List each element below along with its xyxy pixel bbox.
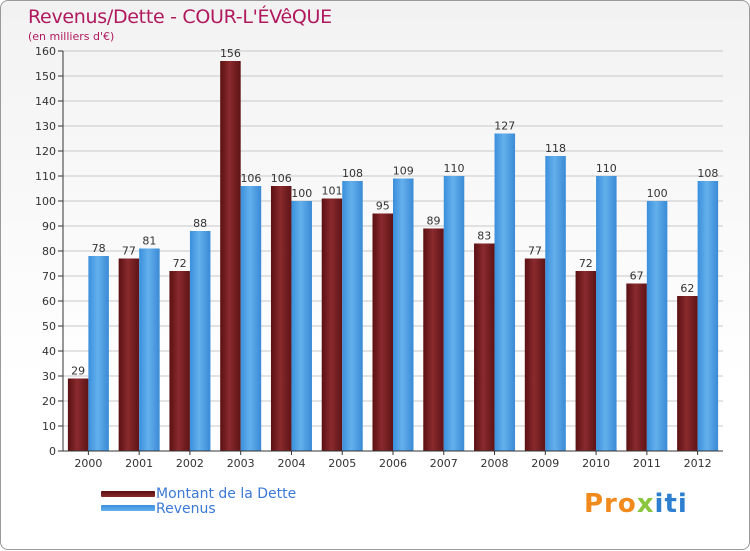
data-label-revenue: 106 xyxy=(240,172,261,185)
data-label-debt: 77 xyxy=(528,245,542,258)
bar-debt xyxy=(524,258,546,451)
bar-debt xyxy=(423,228,444,451)
x-tick-label: 2005 xyxy=(328,457,356,470)
data-label-debt: 29 xyxy=(71,365,85,378)
data-label-revenue: 127 xyxy=(494,120,515,133)
y-tick-label: 70 xyxy=(42,270,56,283)
data-label-debt: 106 xyxy=(271,172,292,185)
x-tick-label: 2007 xyxy=(430,457,458,470)
data-label-debt: 62 xyxy=(680,282,694,295)
data-label-debt: 83 xyxy=(477,230,491,243)
data-label-debt: 101 xyxy=(321,185,342,198)
y-tick-label: 150 xyxy=(35,70,56,83)
data-label-revenue: 108 xyxy=(697,167,718,180)
x-tick-label: 2004 xyxy=(277,457,305,470)
x-tick-label: 2001 xyxy=(125,457,153,470)
bar-debt xyxy=(321,198,343,451)
legend-swatch-revenue xyxy=(101,505,155,511)
data-label-revenue: 109 xyxy=(393,165,414,178)
data-label-debt: 89 xyxy=(427,215,441,228)
bar-debt xyxy=(67,378,89,451)
data-label-revenue: 110 xyxy=(444,162,465,175)
data-label-revenue: 100 xyxy=(647,187,668,200)
y-tick-label: 130 xyxy=(35,120,56,133)
bar-debt xyxy=(118,258,140,451)
bar-revenue xyxy=(291,201,312,451)
data-label-revenue: 78 xyxy=(92,242,106,255)
y-tick-label: 30 xyxy=(42,370,56,383)
chart-title: Revenus/Dette - COUR-L'ÉVêQUE xyxy=(28,6,332,28)
x-tick-label: 2003 xyxy=(227,457,255,470)
bar-revenue xyxy=(494,133,516,451)
x-tick-label: 2002 xyxy=(176,457,204,470)
legend-label-debt: Montant de la Dette xyxy=(156,486,297,502)
y-tick-label: 20 xyxy=(42,395,56,408)
y-tick-label: 110 xyxy=(35,170,56,183)
x-tick-label: 2011 xyxy=(633,457,661,470)
bar-revenue xyxy=(189,231,211,451)
data-label-debt: 72 xyxy=(579,257,593,270)
y-tick-label: 80 xyxy=(42,245,56,258)
data-label-debt: 67 xyxy=(630,270,644,283)
data-label-revenue: 88 xyxy=(193,217,207,230)
x-tick-label: 2008 xyxy=(481,457,509,470)
y-tick-label: 160 xyxy=(35,45,56,58)
legend-swatch-debt xyxy=(101,491,155,497)
y-tick-label: 90 xyxy=(42,220,56,233)
y-tick-label: 50 xyxy=(42,320,56,333)
x-tick-label: 2010 xyxy=(582,457,610,470)
y-tick-label: 100 xyxy=(35,195,56,208)
x-tick-label: 2012 xyxy=(684,457,712,470)
bar-revenue xyxy=(240,186,262,451)
data-label-debt: 77 xyxy=(122,245,136,258)
data-label-revenue: 118 xyxy=(545,142,566,155)
bar-revenue xyxy=(88,256,109,451)
bar-revenue xyxy=(697,181,719,451)
bar-debt xyxy=(372,213,393,451)
bar-revenue xyxy=(342,181,363,451)
y-tick-label: 60 xyxy=(42,295,56,308)
bar-debt xyxy=(626,283,647,451)
bar-revenue xyxy=(443,176,465,451)
legend-label-revenue: Revenus xyxy=(156,501,216,517)
data-label-debt: 72 xyxy=(173,257,187,270)
bar-debt xyxy=(169,271,190,451)
y-tick-label: 140 xyxy=(35,95,56,108)
y-tick-label: 10 xyxy=(42,420,56,433)
data-label-revenue: 110 xyxy=(596,162,617,175)
chart-subtitle: (en milliers d'€) xyxy=(28,30,115,43)
x-tick-label: 2006 xyxy=(379,457,407,470)
data-label-revenue: 81 xyxy=(142,235,156,248)
bar-debt xyxy=(677,296,698,451)
bar-revenue xyxy=(646,201,668,451)
bar-debt xyxy=(575,271,597,451)
y-tick-label: 40 xyxy=(42,345,56,358)
data-label-debt: 156 xyxy=(220,47,241,60)
bar-debt xyxy=(270,186,292,451)
bar-revenue xyxy=(139,248,160,451)
x-tick-label: 2000 xyxy=(74,457,102,470)
bar-revenue xyxy=(545,156,566,451)
y-tick-label: 120 xyxy=(35,145,56,158)
bar-revenue xyxy=(596,176,617,451)
proxiti-logo: Proxiti xyxy=(584,489,688,519)
data-label-revenue: 100 xyxy=(291,187,312,200)
bar-revenue xyxy=(393,178,414,451)
data-label-debt: 95 xyxy=(376,200,390,213)
bar-debt xyxy=(220,61,241,451)
data-label-revenue: 108 xyxy=(342,167,363,180)
bar-debt xyxy=(474,243,495,451)
y-tick-label: 0 xyxy=(49,445,56,458)
x-tick-label: 2009 xyxy=(531,457,559,470)
